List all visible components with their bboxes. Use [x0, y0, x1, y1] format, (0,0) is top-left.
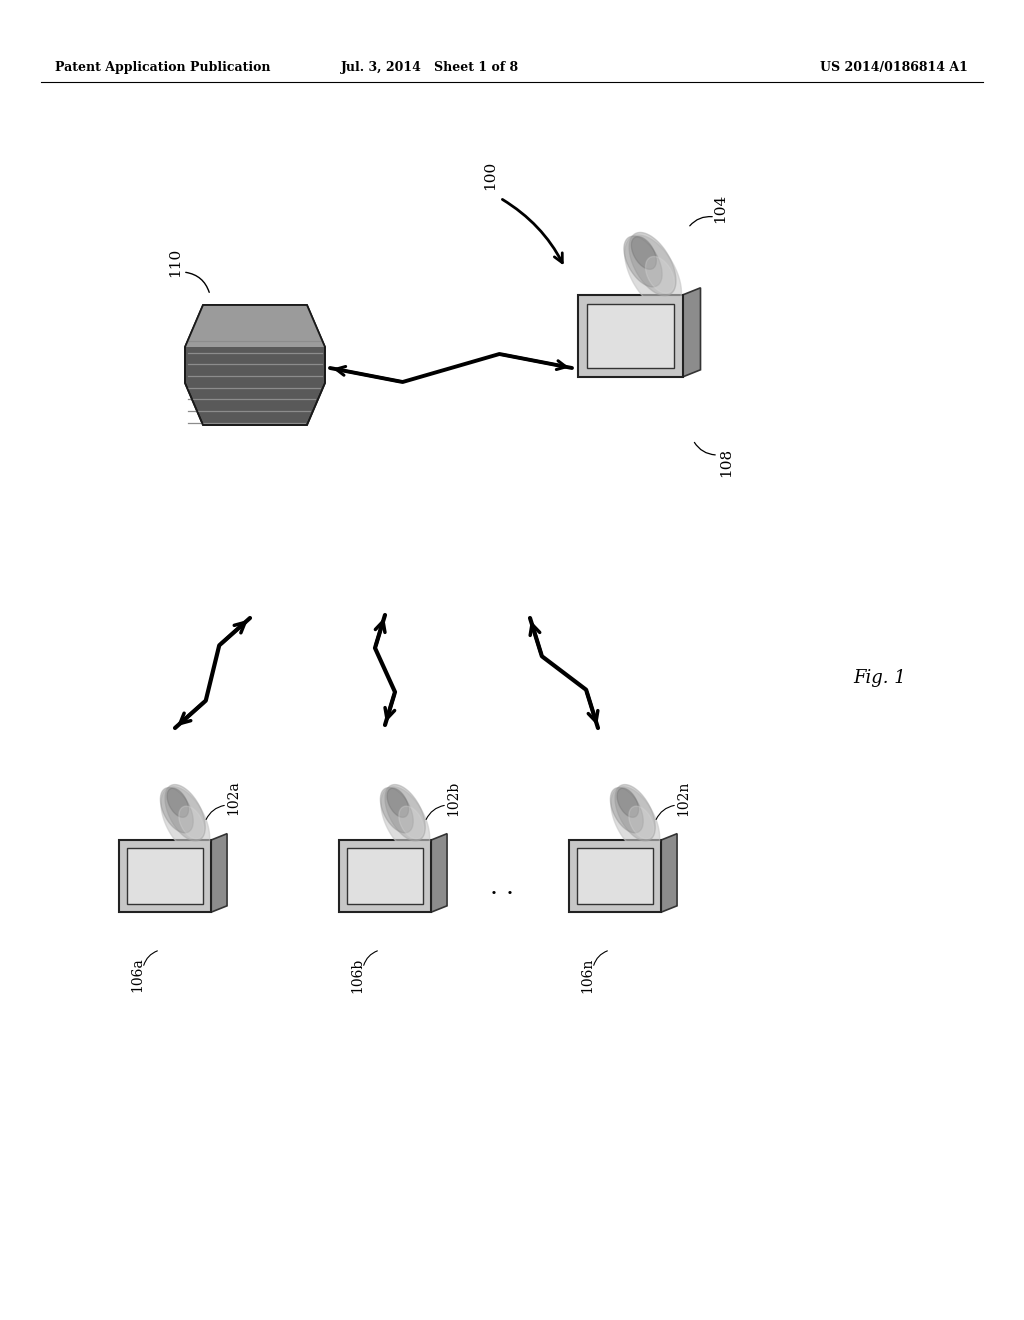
Bar — [347, 847, 423, 904]
Bar — [339, 840, 431, 912]
Polygon shape — [387, 788, 409, 817]
Text: 106a: 106a — [130, 957, 144, 993]
Text: 102a: 102a — [226, 780, 240, 816]
Polygon shape — [381, 787, 430, 854]
Polygon shape — [161, 787, 210, 854]
Polygon shape — [380, 788, 414, 833]
Polygon shape — [431, 834, 447, 912]
Polygon shape — [615, 784, 655, 841]
Bar — [568, 840, 662, 912]
Polygon shape — [683, 288, 700, 378]
Bar — [587, 304, 674, 368]
Text: . .: . . — [490, 876, 514, 899]
Polygon shape — [211, 834, 227, 912]
Text: 102b: 102b — [446, 780, 460, 816]
Bar — [578, 294, 683, 378]
Polygon shape — [165, 784, 205, 841]
Text: 104: 104 — [713, 193, 727, 223]
Polygon shape — [624, 236, 663, 286]
Text: Jul. 3, 2014   Sheet 1 of 8: Jul. 3, 2014 Sheet 1 of 8 — [341, 62, 519, 74]
Polygon shape — [185, 305, 325, 425]
Text: Fig. 1: Fig. 1 — [854, 669, 906, 686]
Polygon shape — [662, 834, 677, 912]
Polygon shape — [385, 784, 425, 841]
Text: 106n: 106n — [580, 957, 594, 993]
Polygon shape — [398, 807, 424, 838]
Text: US 2014/0186814 A1: US 2014/0186814 A1 — [820, 62, 968, 74]
Polygon shape — [179, 807, 204, 838]
Polygon shape — [632, 236, 656, 269]
Bar — [119, 840, 211, 912]
Polygon shape — [167, 788, 188, 817]
Text: 102n: 102n — [676, 780, 690, 816]
Text: Patent Application Publication: Patent Application Publication — [55, 62, 270, 74]
Bar — [577, 847, 653, 904]
Text: 100: 100 — [483, 160, 497, 190]
Polygon shape — [645, 256, 675, 293]
Polygon shape — [610, 788, 643, 833]
Polygon shape — [617, 788, 639, 817]
Bar — [127, 847, 204, 904]
Polygon shape — [185, 305, 325, 347]
Text: 108: 108 — [719, 447, 733, 477]
Polygon shape — [625, 235, 681, 312]
Text: 110: 110 — [168, 247, 182, 277]
Polygon shape — [629, 232, 676, 296]
Polygon shape — [629, 807, 653, 838]
Polygon shape — [161, 788, 194, 833]
Text: 106b: 106b — [350, 957, 364, 993]
Polygon shape — [611, 787, 659, 854]
